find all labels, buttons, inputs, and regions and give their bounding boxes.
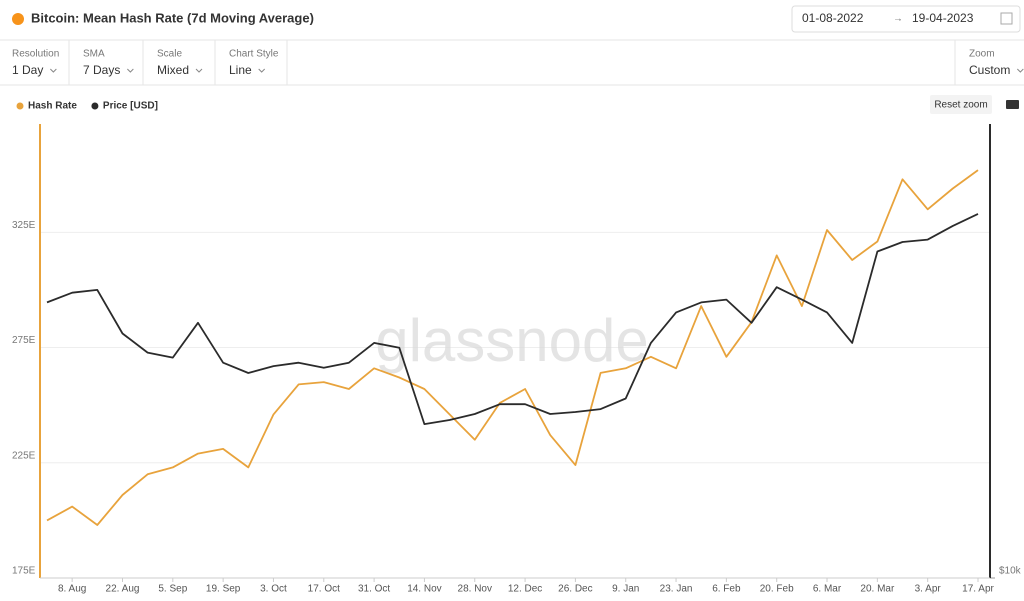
y-tick-label: 325E (12, 220, 36, 231)
x-tick-label: 23. Jan (660, 584, 693, 595)
x-tick-label: 6. Mar (813, 584, 842, 595)
y-tick-label: 225E (12, 450, 36, 461)
toolbar-value: Custom (969, 63, 1010, 77)
toolbar-value: Line (229, 63, 252, 77)
reset-zoom: Reset zoom (934, 100, 987, 111)
camera-icon[interactable] (1006, 100, 1019, 109)
date-from: 01-08-2022 (802, 11, 864, 25)
legend-marker (16, 102, 24, 110)
legend-label: Price [USD] (103, 101, 158, 112)
x-tick-label: 5. Sep (158, 584, 187, 595)
chart-title: Bitcoin: Mean Hash Rate (7d Moving Avera… (31, 10, 314, 25)
x-tick-label: 3. Apr (915, 584, 942, 595)
chevron (195, 68, 203, 73)
x-tick-label: 20. Mar (860, 584, 895, 595)
y2-tick-label: $10k (999, 566, 1022, 577)
x-tick-label: 31. Oct (358, 584, 390, 595)
toolbar-value: 7 Days (83, 63, 120, 77)
x-tick-label: 9. Jan (612, 584, 639, 595)
series-line (46, 169, 979, 526)
reset-zoom-button[interactable] (930, 95, 992, 114)
toolbar-label: Chart Style (229, 49, 279, 60)
arrow: → (893, 14, 903, 25)
y-tick-label: 275E (12, 335, 36, 346)
calendar-icon (1000, 12, 1013, 25)
x-tick-label: 22. Aug (106, 584, 140, 595)
toolbar-label: Resolution (12, 49, 59, 60)
toolbar-label: Scale (157, 49, 182, 60)
x-tick-label: 19. Sep (206, 584, 241, 595)
x-tick-label: 17. Oct (308, 584, 340, 595)
toolbar-value: 1 Day (12, 63, 43, 77)
date-to: 19-04-2023 (912, 11, 974, 25)
date-range[interactable] (791, 5, 1021, 33)
toolbar-separators (68, 40, 956, 85)
y-tick-label: 175E (12, 566, 36, 577)
x-tick-label: 26. Dec (558, 584, 592, 595)
x-tick-label: 3. Oct (260, 584, 287, 595)
chevron (50, 68, 57, 73)
chevron (127, 68, 134, 73)
bitcoin-icon (12, 13, 24, 25)
x-tick-label: 28. Nov (458, 584, 492, 595)
toolbar-label: SMA (83, 49, 105, 60)
x-tick-label: 20. Feb (760, 584, 794, 595)
x-tick-label: 6. Feb (712, 584, 741, 595)
legend-marker (91, 102, 99, 110)
legend-label: Hash Rate (28, 101, 77, 112)
chevron (258, 68, 266, 73)
toolbar-label: Zoom (969, 49, 995, 60)
x-tick-label: 17. Apr (962, 584, 994, 595)
x-tick-label: 12. Dec (508, 584, 542, 595)
x-tick-label: 8. Aug (58, 584, 86, 595)
watermark: glassnode (375, 307, 649, 374)
toolbar-value: Mixed (157, 63, 189, 77)
chevron (1016, 68, 1024, 73)
x-tick-label: 14. Nov (407, 584, 441, 595)
series-line (46, 213, 979, 425)
